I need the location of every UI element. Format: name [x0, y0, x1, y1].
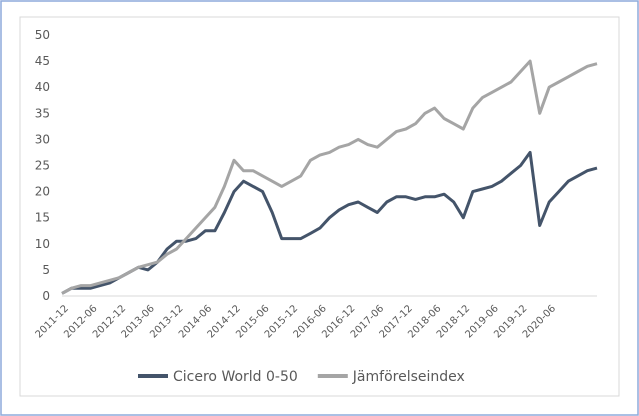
y-tick-label: 35	[35, 106, 50, 120]
legend-label: Jämförelseindex	[352, 369, 465, 385]
y-tick-label: 25	[35, 159, 50, 173]
y-tick-label: 40	[35, 80, 50, 94]
y-tick-label: 20	[35, 185, 50, 199]
y-tick-label: 10	[35, 237, 50, 251]
y-tick-label: 45	[35, 54, 50, 68]
y-tick-label: 30	[35, 132, 50, 146]
chart-frame	[19, 16, 620, 397]
series-line	[61, 59, 598, 295]
y-tick-label: 50	[35, 28, 50, 42]
y-tick-label: 5	[42, 263, 50, 277]
y-tick-label: 15	[35, 211, 50, 225]
series-line	[61, 150, 598, 295]
legend-label: Cicero World 0-50	[173, 369, 298, 385]
y-tick-label: 0	[42, 289, 50, 303]
